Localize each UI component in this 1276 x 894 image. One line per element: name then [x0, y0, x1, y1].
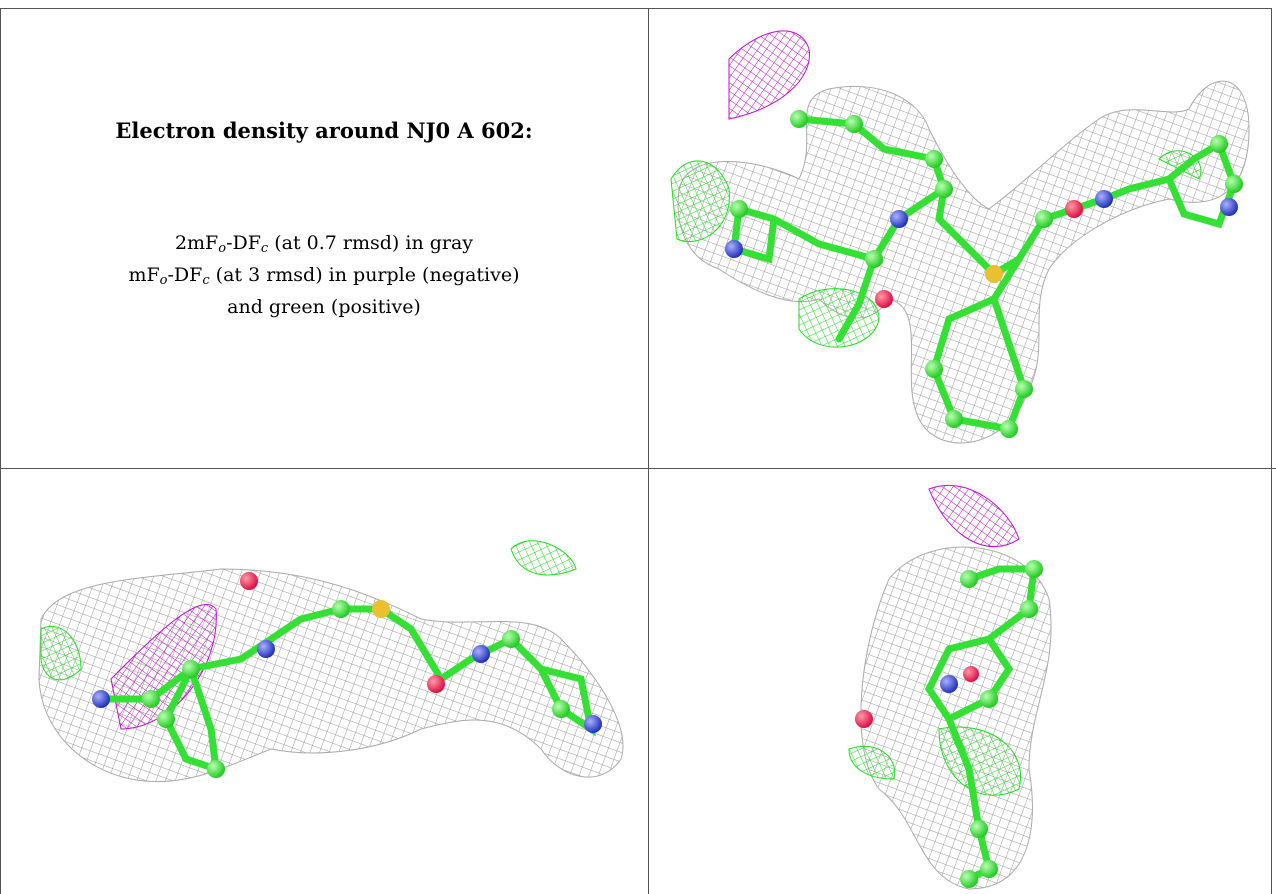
mesh-positive — [40, 626, 82, 681]
mesh-positive — [510, 540, 577, 576]
legend: 2mFo-DFc (at 0.7 rmsd) in gray mFo-DFc (… — [0, 230, 648, 321]
figure-frame — [0, 8, 1272, 894]
text: (at 0.7 rmsd) in gray — [268, 232, 474, 254]
atoms — [725, 110, 1243, 438]
legend-line: 2mFo-DFc (at 0.7 rmsd) in gray — [0, 230, 648, 262]
panel-title: Electron density around NJ0 A 602: — [115, 118, 533, 143]
subscript: o — [218, 241, 227, 256]
text: and green (positive) — [227, 296, 421, 318]
mesh-negative — [928, 484, 1020, 548]
subscript: c — [202, 273, 210, 288]
text: (at 3 rmsd) in purple (negative) — [209, 264, 520, 286]
subscript: o — [159, 273, 168, 288]
density-view — [848, 484, 1052, 890]
mesh-positive — [848, 745, 896, 780]
density-view — [670, 30, 1250, 444]
mesh-2fofc — [677, 80, 1250, 444]
text: -DF — [226, 232, 261, 254]
atoms — [855, 560, 1043, 888]
text: mF — [128, 264, 160, 286]
mesh-positive — [670, 160, 730, 243]
legend-line: and green (positive) — [0, 294, 648, 321]
subscript: c — [260, 241, 269, 256]
density-view — [38, 540, 624, 783]
bonds — [97, 605, 597, 775]
text: -DF — [167, 264, 203, 286]
atoms — [92, 572, 602, 778]
divider — [0, 468, 1276, 469]
text: 2mF — [174, 232, 219, 254]
mesh-negative — [728, 30, 810, 120]
divider — [648, 8, 649, 894]
legend-line: mFo-DFc (at 3 rmsd) in purple (negative) — [0, 262, 648, 294]
